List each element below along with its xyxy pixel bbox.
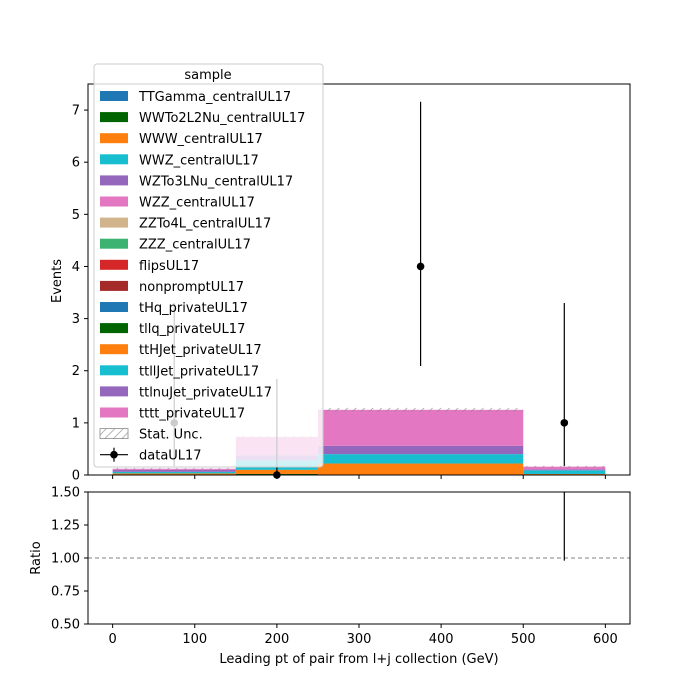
x-tick-label: 400 [429,632,454,647]
bar-segment [112,469,236,472]
bar-segment [523,473,606,475]
legend-label: tllq_privateUL17 [139,322,245,337]
main-y-axis-title: Events [50,259,65,303]
y-tick-label: 0.50 [51,618,80,633]
y-tick-label: 1.25 [51,519,80,534]
legend-swatch [100,133,128,144]
ratio-x-ticks: 0 100 200 300 400 500 600 [108,624,618,647]
bar-segment [112,471,236,474]
legend-swatch [100,112,128,123]
bar-segment [523,469,606,471]
legend-hatch-swatch [99,428,129,440]
bar-segment [112,473,236,475]
legend-label: flipsUL17 [139,259,199,274]
bar-segment [523,466,606,470]
legend-label: tHq_privateUL17 [139,301,248,316]
y-tick-label: 0.75 [51,585,80,600]
legend-label: ttHJet_privateUL17 [139,343,262,358]
legend-label: ttlnuJet_privateUL17 [139,385,272,400]
y-tick-label: 0 [72,469,80,484]
legend-frame [93,63,324,468]
stat-unc-band [317,407,524,412]
legend-label: TTGamma_centralUL17 [138,90,291,105]
y-tick-label: 3 [72,312,80,327]
legend-label: WZTo3LNu_centralUL17 [139,174,293,189]
legend-swatch [100,365,128,376]
x-tick-label: 300 [347,632,372,647]
legend-swatch [100,196,128,207]
bar-segment [317,454,524,464]
ratio-plot-area [88,492,630,624]
legend-entries: TTGamma_centralUL17 WWTo2L2Nu_centralUL17… [99,90,305,464]
y-tick-label: 7 [72,104,80,119]
legend-label: tttt_privateUL17 [139,407,245,422]
legend-label: nonpromptUL17 [139,280,244,295]
stat-unc-band [112,467,236,470]
x-axis-title: Leading pt of pair from l+j collection (… [219,652,498,667]
y-tick-label: 4 [72,260,80,275]
legend-label: ZZTo4L_centralUL17 [139,217,271,232]
legend-label: WZZ_centralUL17 [139,196,255,211]
y-tick-label: 2 [72,364,80,379]
ratio-y-axis-title: Ratio [29,541,44,574]
legend-title: sample [184,68,231,83]
legend-swatch [100,175,128,186]
bar-segment [317,409,524,446]
y-tick-label: 1.00 [51,552,80,567]
y-tick-label: 1 [72,416,80,431]
x-tick-label: 600 [593,632,618,647]
legend-swatch [100,259,128,270]
legend-swatch [100,238,128,249]
ratio-panel: 0.50 0.75 1.00 1.25 1.50 0 100 200 300 400 500 600… [29,486,631,667]
legend-label: ZZZ_centralUL17 [139,238,251,253]
y-tick-label: 6 [72,156,80,171]
data-point [560,419,569,427]
legend-data-marker [110,450,118,459]
x-tick-label: 100 [182,632,207,647]
ratio-y-ticks: 0.50 0.75 1.00 1.25 1.50 [51,486,88,633]
legend-label: WWTo2L2Nu_centralUL17 [139,111,305,126]
legend-swatch [100,91,128,101]
legend-swatch [100,302,128,312]
bar-segment [317,463,524,475]
main-x-ticks [112,475,606,479]
x-tick-label: 500 [511,632,536,647]
legend-label: ttllJet_privateUL17 [139,364,259,379]
bar-segment [317,445,524,455]
legend-swatch [100,407,128,418]
x-tick-label: 200 [264,632,289,647]
x-tick-label: 0 [108,632,116,647]
bar-segment [523,470,606,474]
legend-label: WWW_centralUL17 [139,132,263,147]
stat-unc-band [523,465,606,468]
y-tick-label: 1.50 [51,486,80,501]
legend-label: Stat. Unc. [139,428,203,443]
legend-swatch [100,323,128,334]
data-point [416,262,425,271]
legend-swatch [100,280,128,291]
legend-swatch [100,154,128,165]
y-tick-label: 5 [72,208,80,223]
main-y-ticks: 0 1 2 3 4 5 6 7 [72,104,88,484]
legend: sample TTGamma_centralUL17 WWTo2L2Nu_cent… [93,63,324,468]
legend-swatch [100,386,128,397]
legend-label: dataUL17 [139,449,202,464]
legend-swatch [100,217,128,228]
legend-label: WWZ_centralUL17 [139,153,259,168]
legend-swatch [100,344,128,355]
